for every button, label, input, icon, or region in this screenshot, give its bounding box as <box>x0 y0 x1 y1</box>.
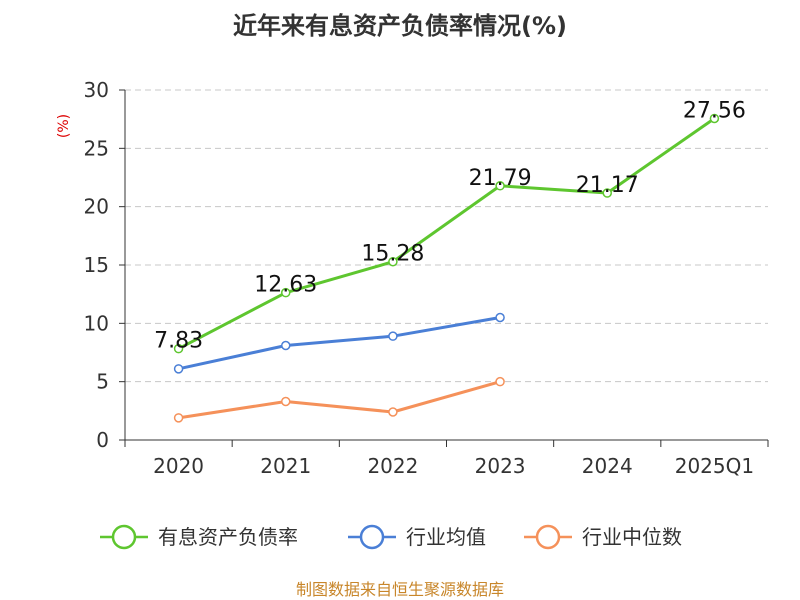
data-point <box>388 407 398 417</box>
y-tick-label: 0 <box>96 428 109 452</box>
legend-item: 有息资产负债率 <box>100 524 298 550</box>
series-3 <box>173 376 505 423</box>
legend-label: 行业均值 <box>406 525 486 549</box>
chart-title: 近年来有息资产负债率情况(%) <box>233 12 567 40</box>
data-label: 21.79 <box>469 166 532 191</box>
data-label: 21.17 <box>576 173 639 198</box>
data-label: 27.56 <box>683 98 746 123</box>
data-point <box>173 413 184 423</box>
y-tick-label: 30 <box>84 78 109 102</box>
legend-label: 行业中位数 <box>582 525 682 549</box>
x-tick-label: 2022 <box>367 454 418 478</box>
x-tick-label: 2025Q1 <box>675 454 754 478</box>
data-point <box>173 364 184 374</box>
legend-label: 有息资产负债率 <box>158 525 298 549</box>
data-point <box>709 113 720 124</box>
axes: 0 5 10 15 20 25 30 2020 2021 2022 2023 2024 2025Q1 <box>84 78 769 478</box>
data-label: 12.63 <box>254 273 317 298</box>
data-point <box>495 376 505 387</box>
legend-item: 行业均值 <box>348 524 486 550</box>
data-point <box>388 331 398 341</box>
series-1: 7.83 12.63 15.28 21.79 21.17 27.56 <box>154 98 746 353</box>
data-point <box>495 181 505 191</box>
x-tick-label: 2023 <box>475 454 526 478</box>
y-tick-label: 10 <box>84 311 109 335</box>
data-point <box>281 396 291 407</box>
data-point <box>281 287 291 298</box>
y-tick-label: 15 <box>84 253 109 277</box>
legend-swatch-marker <box>359 524 385 550</box>
x-tick-label: 2020 <box>153 454 204 478</box>
y-tick-label: 5 <box>96 370 109 394</box>
legend-swatch-marker <box>111 524 137 550</box>
data-point <box>281 340 291 351</box>
y-tick-label: 20 <box>84 195 109 219</box>
series-line <box>178 316 501 371</box>
x-tick-label: 2021 <box>260 454 311 478</box>
legend: 有息资产负债率 行业均值 行业中位数 <box>100 524 682 550</box>
source-note: 制图数据来自恒生聚源数据库 <box>296 580 504 599</box>
legend-swatch-marker <box>535 524 561 550</box>
data-label: 7.83 <box>154 329 203 354</box>
grid-lines <box>125 89 768 383</box>
y-tick-label: 25 <box>84 136 109 160</box>
data-label: 15.28 <box>361 242 424 267</box>
x-tick-label: 2024 <box>582 454 633 478</box>
series-2 <box>173 312 505 374</box>
series-lines: 7.83 12.63 15.28 21.79 21.17 27.56 <box>154 98 746 423</box>
y-axis-label: (%) <box>56 114 72 138</box>
data-point <box>602 188 612 198</box>
legend-item: 行业中位数 <box>524 524 682 550</box>
data-point <box>388 256 398 267</box>
data-point <box>173 343 184 354</box>
data-point <box>495 312 505 323</box>
series-line <box>177 117 716 350</box>
series-line <box>178 380 501 420</box>
